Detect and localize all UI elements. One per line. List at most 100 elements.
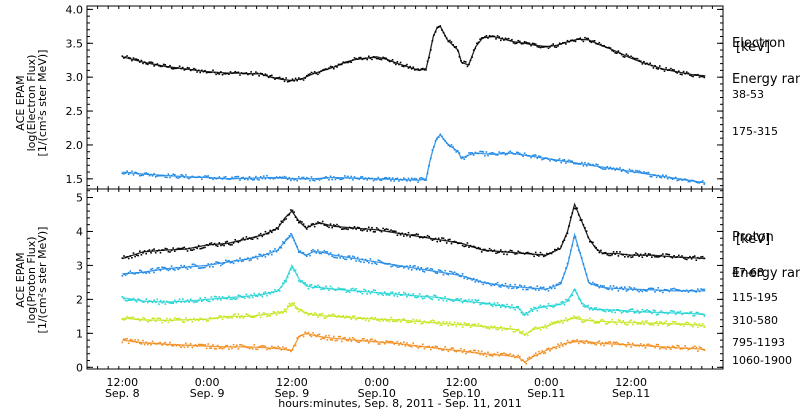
electron-point (495, 154, 497, 156)
proton-point (407, 231, 410, 234)
proton-point (412, 342, 415, 344)
proton-point (250, 259, 252, 261)
legend-item-proton-795-1193: 795-1193 (732, 336, 785, 349)
electron-point (396, 61, 399, 63)
proton-point (490, 304, 492, 306)
proton-point (686, 312, 688, 314)
proton-point (609, 309, 612, 312)
electron-point (484, 155, 486, 157)
electron-point (156, 175, 159, 177)
electron-point (137, 59, 139, 61)
electron-point (433, 146, 435, 148)
proton-point (410, 346, 413, 348)
proton-point (148, 272, 151, 274)
electron-point (196, 71, 198, 73)
electron-point (226, 178, 229, 180)
electron-point (236, 71, 238, 74)
proton-point (651, 323, 653, 326)
proton-point (286, 276, 289, 278)
proton-point (342, 314, 345, 317)
proton-point (371, 290, 373, 293)
electron-point (460, 60, 462, 62)
electron-point (445, 37, 448, 39)
proton-point (315, 285, 318, 288)
electron-point (264, 73, 267, 75)
electron-point (598, 166, 601, 168)
proton-point (506, 303, 508, 306)
electron-point (520, 42, 523, 45)
electron-point (162, 174, 165, 177)
proton-point (159, 318, 162, 320)
proton-point (700, 256, 702, 258)
proton-point (506, 253, 508, 256)
electron-point (148, 61, 151, 63)
electron-point (614, 169, 616, 171)
proton-point (356, 256, 359, 259)
electron-point (151, 61, 154, 64)
proton-point (178, 344, 181, 347)
proton-point (434, 272, 437, 274)
proton-point (186, 346, 189, 348)
proton-point (598, 251, 601, 254)
proton-point (457, 298, 459, 300)
proton-point (388, 262, 391, 265)
electron-point (231, 72, 233, 74)
proton-point (445, 242, 448, 244)
proton-point (216, 245, 219, 247)
electron-point (630, 55, 632, 58)
proton-point (277, 289, 279, 291)
proton-point (291, 236, 294, 239)
electron-point (620, 53, 623, 56)
electron-point (293, 80, 295, 82)
proton-point (412, 234, 415, 236)
electron-point (488, 152, 491, 155)
proton-point (474, 281, 477, 283)
electron-point (425, 69, 427, 71)
proton-point (460, 298, 462, 300)
electron-point (641, 172, 644, 174)
proton-point (686, 258, 688, 261)
proton-point (237, 348, 240, 350)
proton-point (533, 255, 535, 258)
proton-point (595, 307, 597, 309)
legend-item-proton-115-195: 115-195 (732, 291, 778, 304)
proton-point (323, 250, 326, 252)
proton-point (404, 233, 407, 235)
proton-point (576, 316, 578, 319)
proton-point (256, 237, 259, 240)
proton-point (433, 320, 435, 322)
electron-point (143, 172, 146, 175)
proton-point (271, 231, 273, 234)
proton-point (457, 349, 459, 352)
proton-point (247, 346, 249, 349)
proton-point (199, 343, 201, 346)
electron-point (581, 39, 583, 41)
proton-point (145, 341, 147, 344)
electron-point (291, 78, 294, 80)
proton-point (121, 318, 124, 321)
proton-point (307, 253, 310, 256)
electron-point (266, 74, 268, 76)
electron-point (509, 39, 512, 42)
proton-point (693, 345, 696, 348)
proton-point (652, 309, 655, 312)
electron-point (415, 178, 418, 180)
proton-point (461, 301, 464, 304)
electron-point (313, 71, 316, 73)
proton-point (202, 299, 205, 301)
electron-point (358, 178, 360, 180)
electron-point (453, 149, 456, 151)
electron-point (245, 72, 248, 74)
proton-point (301, 280, 303, 282)
proton-point (283, 308, 286, 311)
electron-point (498, 151, 500, 153)
electron-point (231, 176, 233, 179)
proton-point (306, 311, 308, 314)
proton-point (294, 307, 297, 309)
proton-point (180, 346, 182, 348)
electron-point (401, 65, 403, 67)
proton-point (587, 236, 589, 239)
proton-point (188, 301, 190, 303)
proton-point (686, 289, 688, 292)
electron-point (617, 50, 620, 52)
